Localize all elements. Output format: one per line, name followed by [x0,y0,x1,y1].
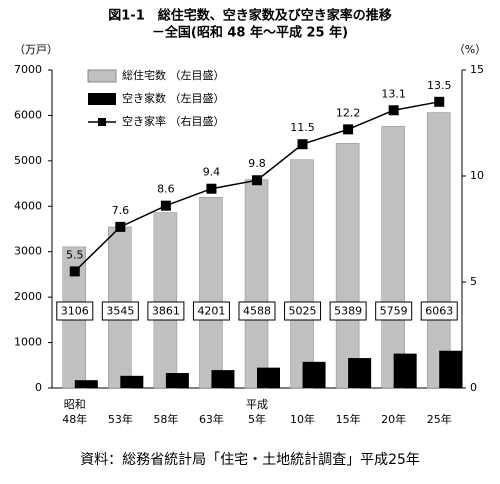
y-tick-label: 1000 [14,336,42,349]
value-label: 8.6 [157,183,175,196]
legend-swatch [87,69,117,83]
value-label: 3106 [61,305,89,318]
value-label-box [101,301,139,321]
chart-subtitle: －全国(昭和 48 年～平成 25 年) [152,25,348,41]
value-label: 6063 [425,305,453,318]
y2-tick-label: 10 [470,169,484,182]
marker [115,221,126,232]
y-tick-label: 6000 [14,108,42,121]
y-tick-label: 2000 [14,290,42,303]
bar [120,375,144,388]
value-label: 11.5 [290,121,315,134]
value-label: 13.1 [381,87,406,100]
value-label: 3861 [152,305,180,318]
x-tick-label: 63年 [199,412,224,426]
bar [426,112,451,389]
value-label-box [56,301,94,321]
bar [302,361,326,388]
bar [439,350,463,388]
x-tick-label: 平成 [246,398,268,411]
chart-title: 図1-1 総住宅数、空き家数及び空き家率の推移 [108,8,392,24]
value-label-box [147,301,185,321]
marker [388,105,399,116]
bar [290,159,314,389]
y-tick-label: 3000 [14,245,42,258]
bar [257,367,280,388]
bar [244,179,269,389]
value-label-box [284,301,322,321]
value-label: 9.4 [203,166,221,179]
x-tick-label: 53年 [108,412,133,426]
source: 資料：総務省統計局「住宅・土地統計調査」平成25年 [80,452,420,468]
y2-tick-label: 5 [470,275,477,288]
x-tick-label: 10年 [290,412,315,426]
value-label: 5025 [289,305,317,318]
value-label-box [420,301,458,321]
y2-tick-label: 15 [470,63,484,76]
value-label-box [329,301,367,321]
bar [348,358,372,388]
y-axis-label: （万戸） [14,43,58,56]
bar [165,373,189,388]
x-tick-label: 58年 [153,412,178,426]
bar [153,212,178,389]
x-tick-label: 20年 [381,412,406,426]
legend-swatch [98,118,106,126]
x-tick-label: 15年 [336,412,361,426]
legend-label: 空き家数 （左目盛） [122,91,225,105]
bar [381,126,405,389]
marker [343,124,354,135]
x-tick-label: 昭和 [64,398,86,411]
y-tick-label: 7000 [14,63,42,76]
value-label: 9.8 [248,157,266,170]
value-label: 5759 [380,305,408,318]
y2-tick-label: 0 [470,381,477,394]
value-label: 3545 [106,305,134,318]
y2-axis-label: （%） [454,43,486,56]
legend-label: 空き家率 （右目盛） [122,114,225,128]
value-label: 4201 [197,305,225,318]
value-label: 4588 [243,305,271,318]
marker [252,175,262,186]
value-label-box [375,301,413,321]
x-tick-label: 48年 [62,412,87,426]
value-label: 5389 [334,305,362,318]
y-tick-label: 0 [35,381,42,394]
y-tick-label: 5000 [14,154,42,167]
value-label-box [238,301,276,321]
value-label-box [192,301,230,321]
marker [69,266,80,277]
x-tick-label: 25年 [427,412,452,426]
bar [335,142,360,389]
bar [211,370,235,388]
marker [206,183,217,194]
value-label: 12.2 [336,106,361,119]
marker [297,139,308,150]
x-tick-label: 5年 [248,412,266,426]
bar [74,380,98,388]
y-tick-label: 4000 [14,199,42,212]
bar [199,196,223,389]
value-label: 5.5 [66,248,84,261]
marker [434,96,445,107]
value-label: 7.6 [112,204,130,217]
value-label: 13.5 [427,79,452,92]
marker [160,200,171,211]
legend-label: 総住宅数 （左目盛） [122,68,225,82]
bar [393,353,417,388]
legend-swatch [88,93,116,105]
